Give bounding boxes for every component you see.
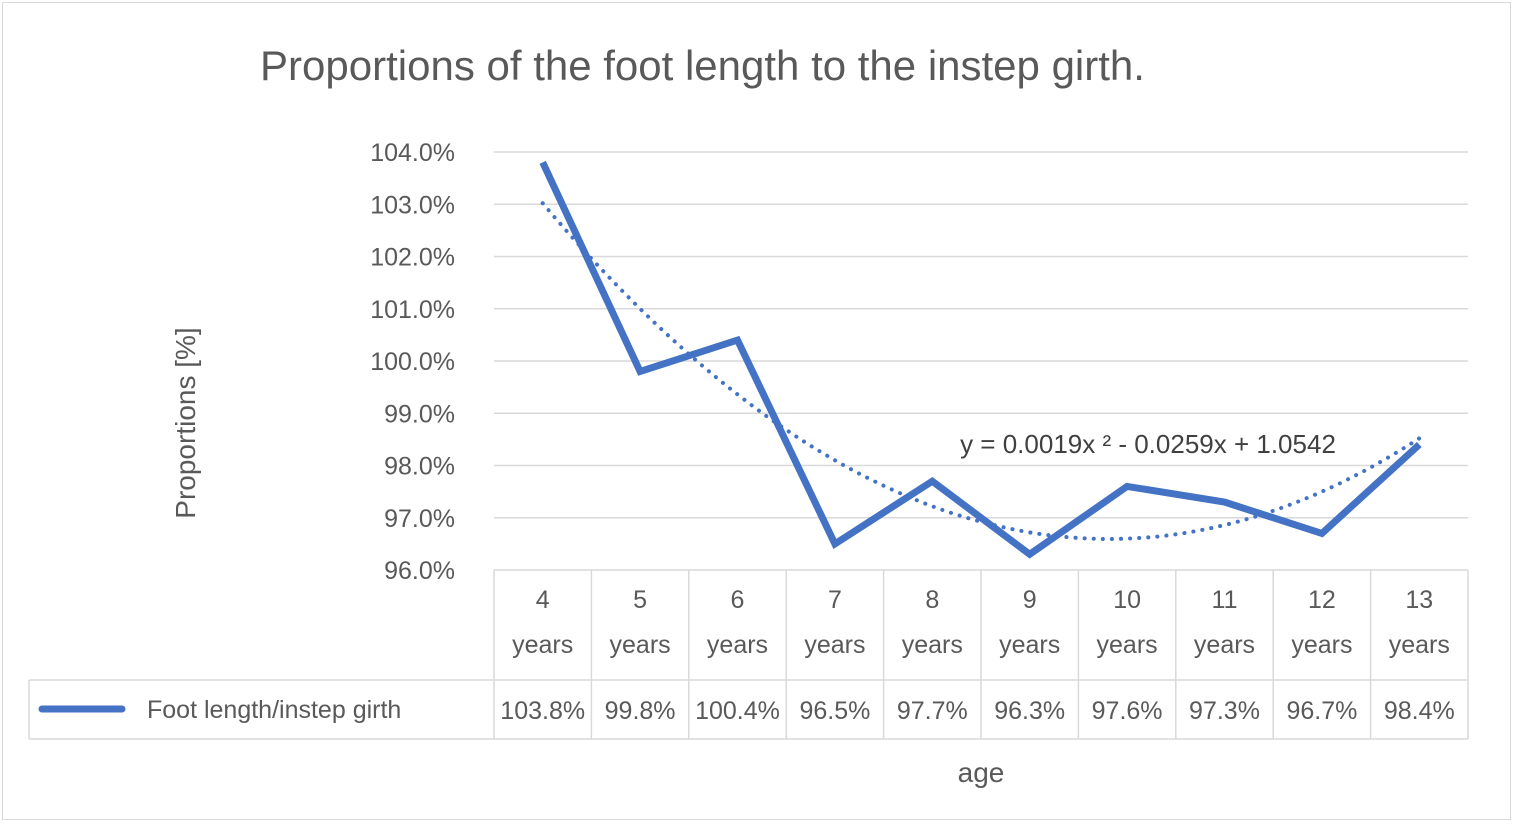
x-category-number: 13 <box>1405 586 1433 614</box>
y-tick-label: 100.0% <box>370 348 455 376</box>
x-category-unit: years <box>1291 631 1352 659</box>
x-axis-title: age <box>957 757 1005 788</box>
x-category-unit: years <box>512 631 573 659</box>
x-category-unit: years <box>999 631 1060 659</box>
x-category-unit: years <box>902 631 963 659</box>
x-category-number: 11 <box>1212 586 1238 614</box>
y-tick-label: 98.0% <box>384 453 455 481</box>
y-tick-label: 104.0% <box>370 139 455 167</box>
legend-label: Foot length/instep girth <box>147 696 401 724</box>
x-category-number: 12 <box>1308 586 1336 614</box>
x-category-number: 10 <box>1113 586 1141 614</box>
x-category-unit: years <box>1389 631 1450 659</box>
data-table-value: 96.7% <box>1286 697 1357 725</box>
y-tick-label: 103.0% <box>370 191 455 219</box>
x-category-number: 6 <box>731 586 745 614</box>
x-category-number: 5 <box>633 586 647 614</box>
y-tick-label: 102.0% <box>370 244 455 272</box>
data-table-value: 100.4% <box>695 697 780 725</box>
data-table-value: 97.3% <box>1189 697 1260 725</box>
x-category-unit: years <box>707 631 768 659</box>
series-line <box>539 160 1422 559</box>
y-tick-label: 101.0% <box>370 296 455 324</box>
y-tick-label: 97.0% <box>384 505 455 533</box>
data-table-value: 96.3% <box>994 697 1065 725</box>
x-category-unit: years <box>610 631 671 659</box>
data-table-value: 97.6% <box>1092 697 1163 725</box>
y-tick-label: 99.0% <box>384 400 455 428</box>
x-category-number: 4 <box>536 586 550 614</box>
data-table-value: 99.8% <box>605 697 676 725</box>
y-tick-label: 96.0% <box>384 557 455 585</box>
x-category-unit: years <box>1097 631 1158 659</box>
data-table-value: 103.8% <box>500 697 585 725</box>
trendline <box>540 201 1422 542</box>
x-category-number: 7 <box>828 586 842 614</box>
x-category-unit: years <box>1194 631 1255 659</box>
x-category-unit: years <box>804 631 865 659</box>
data-table-value: 97.7% <box>897 697 968 725</box>
chart-title: Proportions of the foot length to the in… <box>260 42 1145 89</box>
x-category-number: 8 <box>925 586 939 614</box>
data-table-value: 96.5% <box>799 697 870 725</box>
x-category-number: 9 <box>1023 586 1037 614</box>
data-table-value: 98.4% <box>1384 697 1455 725</box>
trendline-equation: y = 0.0019x ² - 0.0259x + 1.0542 <box>960 429 1336 459</box>
